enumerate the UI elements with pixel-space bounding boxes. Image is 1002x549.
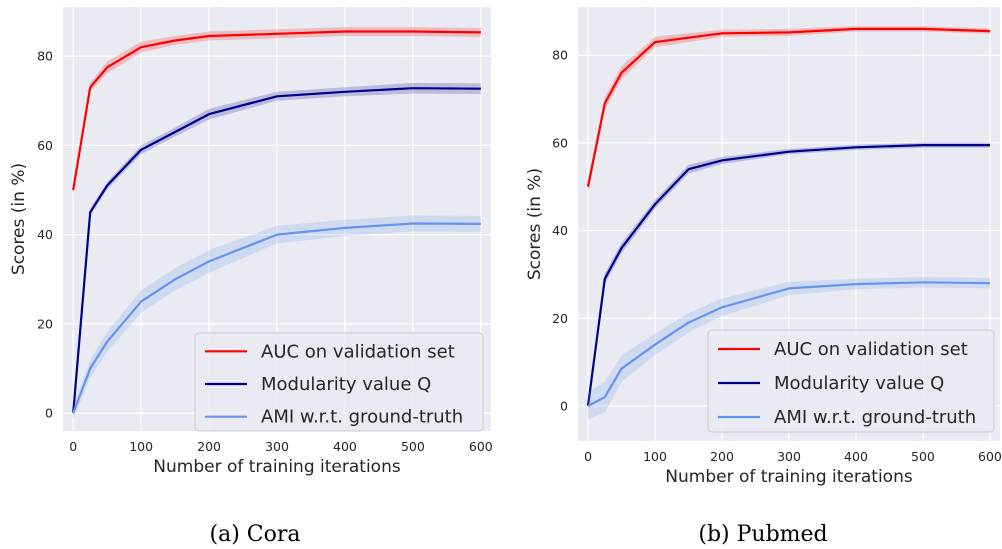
- y-tick-label: 60: [37, 138, 53, 153]
- y-tick-label: 20: [37, 316, 53, 331]
- y-axis-label: Scores (in %): [525, 168, 545, 280]
- y-tick-label: 80: [552, 48, 568, 63]
- x-axis-label: Number of training iterations: [153, 457, 401, 477]
- y-tick-label: 20: [552, 311, 568, 326]
- x-axis-label: Number of training iterations: [665, 467, 913, 487]
- legend-label: AMI w.r.t. ground-truth: [261, 407, 463, 428]
- x-tick-label: 0: [69, 439, 77, 454]
- y-tick-label: 0: [560, 398, 568, 413]
- chart-cora: 0 100 200 300 400 500 600 0 20 40 60 80 Number of tr…: [9, 7, 493, 547]
- legend-label: AUC on validation set: [774, 339, 968, 360]
- legend-label: AMI w.r.t. ground-truth: [774, 407, 976, 428]
- x-tick-label: 200: [197, 439, 221, 454]
- y-tick-label: 40: [552, 223, 568, 238]
- series-line-1: [72, 87, 481, 414]
- x-tick-label: 0: [584, 449, 592, 464]
- y-tick-label: 80: [37, 49, 53, 64]
- series-line-0: [72, 30, 481, 191]
- x-tick-label: 500: [401, 439, 425, 454]
- subfigure-caption: (a) Cora: [210, 522, 301, 547]
- x-tick-label: 500: [911, 449, 935, 464]
- series-line-2: [72, 222, 481, 414]
- legend-label: Modularity value Q: [774, 373, 944, 394]
- series-line-2: [587, 281, 991, 407]
- series-line-1: [586, 144, 990, 407]
- y-axis-label: Scores (in %): [9, 163, 29, 275]
- x-tick-label: 100: [643, 449, 667, 464]
- chart-pubmed: 0 100 200 300 400 500 600 0 20 40 60 80 Number of tr…: [525, 7, 1002, 547]
- series-line-0: [586, 27, 991, 187]
- y-tick-label: 40: [37, 227, 53, 242]
- x-tick-label: 300: [265, 439, 289, 454]
- legend-box: [707, 329, 995, 433]
- x-tick-label: 100: [129, 439, 153, 454]
- x-tick-label: 600: [469, 439, 493, 454]
- y-tick-label: 0: [45, 406, 53, 421]
- subfigure-caption: (b) Pubmed: [698, 522, 827, 547]
- x-tick-label: 400: [333, 439, 357, 454]
- legend-label: AUC on validation set: [261, 341, 455, 362]
- x-tick-label: 300: [777, 449, 801, 464]
- y-tick-label: 60: [552, 135, 568, 150]
- legend-box: [194, 332, 484, 432]
- x-tick-label: 400: [844, 449, 868, 464]
- legend-label: Modularity value Q: [261, 374, 431, 395]
- x-tick-label: 200: [710, 449, 734, 464]
- x-tick-label: 600: [978, 449, 1002, 464]
